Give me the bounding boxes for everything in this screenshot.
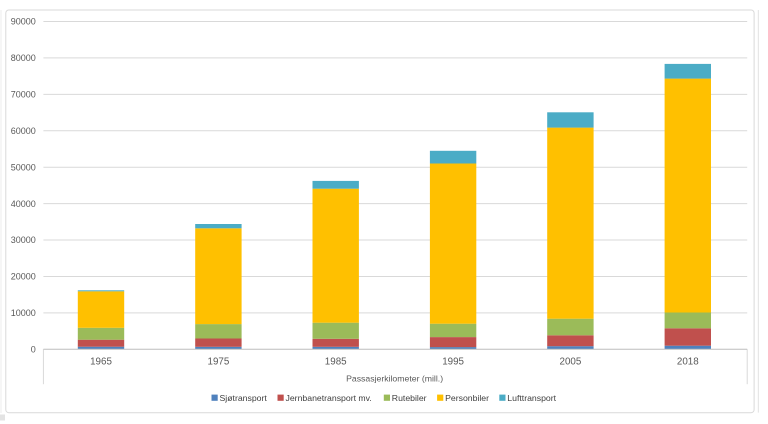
svg-text:20000: 20000 [11, 272, 36, 282]
svg-text:90000: 90000 [11, 17, 36, 27]
svg-text:1965: 1965 [90, 357, 112, 368]
svg-text:1975: 1975 [208, 357, 230, 368]
svg-text:0: 0 [31, 345, 36, 355]
svg-text:2018: 2018 [677, 357, 699, 368]
svg-text:1985: 1985 [325, 357, 347, 368]
svg-text:50000: 50000 [11, 162, 36, 172]
svg-text:Rutebiler: Rutebiler [392, 393, 427, 403]
svg-text:Sjøtransport: Sjøtransport [220, 393, 268, 403]
svg-text:1995: 1995 [442, 357, 464, 368]
svg-text:Lufttransport: Lufttransport [507, 393, 556, 403]
svg-text:70000: 70000 [11, 90, 36, 100]
svg-text:60000: 60000 [11, 126, 36, 136]
svg-text:Jernbanetransport mv.: Jernbanetransport mv. [286, 393, 372, 403]
svg-text:2005: 2005 [560, 357, 582, 368]
svg-text:80000: 80000 [11, 53, 36, 63]
svg-text:40000: 40000 [11, 199, 36, 209]
svg-text:Personbiler: Personbiler [445, 393, 489, 403]
svg-text:10000: 10000 [11, 308, 36, 318]
svg-text:30000: 30000 [11, 235, 36, 245]
svg-text:Passasjerkilometer (mill.): Passasjerkilometer (mill.) [346, 374, 443, 384]
